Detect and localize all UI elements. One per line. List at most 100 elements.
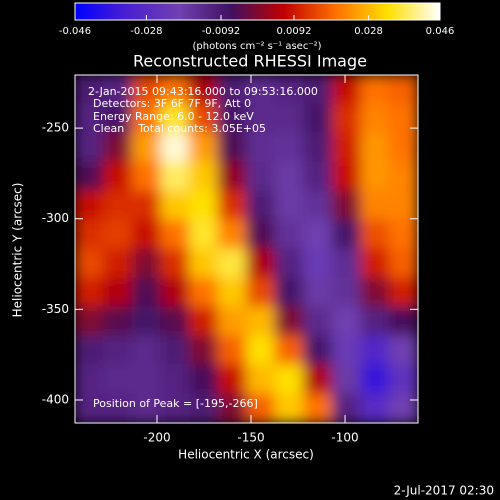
heat-cell: [303, 219, 333, 250]
heat-cell: [103, 393, 133, 423]
heat-cell: [160, 219, 190, 250]
heat-cell: [217, 393, 247, 423]
heat-cell: [303, 75, 333, 105]
heat-cell: [331, 103, 362, 134]
annotation: Energy Range: 6.0 - 12.0 keV: [93, 110, 254, 123]
heat-cell: [160, 132, 190, 163]
heat-cell: [274, 190, 305, 221]
heat-cell: [131, 132, 162, 163]
heat-cell: [303, 103, 333, 134]
x-tick-label: -150: [237, 431, 264, 445]
y-tick-label: -300: [42, 211, 69, 225]
heat-cell: [246, 248, 276, 279]
heat-cell: [331, 161, 362, 192]
heat-cell: [75, 75, 105, 105]
heat-cell: [388, 306, 418, 337]
heat-cell: [103, 277, 133, 308]
heat-cell: [75, 219, 105, 250]
heat-cell: [188, 161, 219, 192]
heat-cell: [331, 335, 362, 366]
heat-cell: [360, 103, 390, 134]
heat-cell: [131, 75, 162, 105]
heat-cell: [274, 277, 305, 308]
heat-cell: [217, 132, 247, 163]
y-axis-label: Heliocentric Y (arcsec): [11, 183, 25, 318]
heat-cell: [75, 306, 105, 337]
plot-frame: [74, 74, 419, 424]
heat-cell: [388, 248, 418, 279]
heat-cell: [188, 335, 219, 366]
heat-cell: [160, 248, 190, 279]
heat-cell: [217, 161, 247, 192]
heat-cell: [360, 335, 390, 366]
heat-cell: [217, 248, 247, 279]
heat-cell: [303, 132, 333, 163]
heat-cell: [246, 190, 276, 221]
heat-cell: [188, 248, 219, 279]
heat-cell: [274, 393, 305, 423]
heat-cell: [246, 103, 276, 134]
y-tick-label: -350: [42, 302, 69, 316]
heat-cell: [75, 248, 105, 279]
heat-cell: [131, 248, 162, 279]
heat-cell: [217, 364, 247, 395]
heat-cell: [388, 75, 418, 105]
annotation: 2-Jan-2015 09:43:16.000 to 09:53:16.000: [88, 85, 318, 98]
heat-cell: [388, 132, 418, 163]
heat-cell: [274, 364, 305, 395]
heat-cell: [131, 161, 162, 192]
heat-cell: [388, 364, 418, 395]
heat-cell: [103, 103, 133, 134]
heatmap: [75, 75, 418, 423]
heat-cell: [103, 75, 133, 105]
heat-cell: [160, 364, 190, 395]
heat-cell: [131, 277, 162, 308]
heat-cell: [217, 75, 247, 105]
heat-cell: [188, 277, 219, 308]
heat-cell: [331, 75, 362, 105]
heat-cell: [331, 393, 362, 423]
heat-cell: [303, 190, 333, 221]
heat-cell: [188, 219, 219, 250]
heat-cell: [103, 132, 133, 163]
heat-cell: [188, 364, 219, 395]
heat-cell: [360, 161, 390, 192]
heat-cell: [360, 277, 390, 308]
heat-cell: [331, 277, 362, 308]
heat-cell: [331, 190, 362, 221]
heat-cell: [188, 306, 219, 337]
heat-cell: [103, 364, 133, 395]
heat-cell: [274, 306, 305, 337]
heat-cell: [388, 190, 418, 221]
heat-cell: [131, 364, 162, 395]
heat-cell: [246, 306, 276, 337]
colorbar-tick-label: 0.046: [426, 26, 455, 37]
heat-cell: [131, 335, 162, 366]
heat-cell: [360, 190, 390, 221]
x-axis-label: Heliocentric X (arcsec): [178, 448, 314, 462]
heat-cell: [188, 103, 219, 134]
peak-label: Position of Peak = [-195,-266]: [93, 397, 258, 410]
heat-cell: [160, 161, 190, 192]
heat-cell: [246, 277, 276, 308]
heat-cell: [274, 75, 305, 105]
heat-cell: [360, 306, 390, 337]
heat-cell: [131, 190, 162, 221]
heat-cell: [388, 103, 418, 134]
heat-cell: [188, 190, 219, 221]
footer: 2-Jul-2017 02:30: [394, 484, 494, 498]
heat-cell: [75, 190, 105, 221]
heat-cell: [246, 132, 276, 163]
heat-cell: [303, 161, 333, 192]
heat-cell: [388, 219, 418, 250]
heat-cell: [246, 364, 276, 395]
heat-cell: [75, 335, 105, 366]
colorbar: [74, 2, 441, 21]
heat-cell: [103, 306, 133, 337]
heat-cell: [103, 335, 133, 366]
heat-cell: [274, 132, 305, 163]
heat-cell: [388, 335, 418, 366]
heat-cell: [246, 219, 276, 250]
heat-cell: [331, 306, 362, 337]
